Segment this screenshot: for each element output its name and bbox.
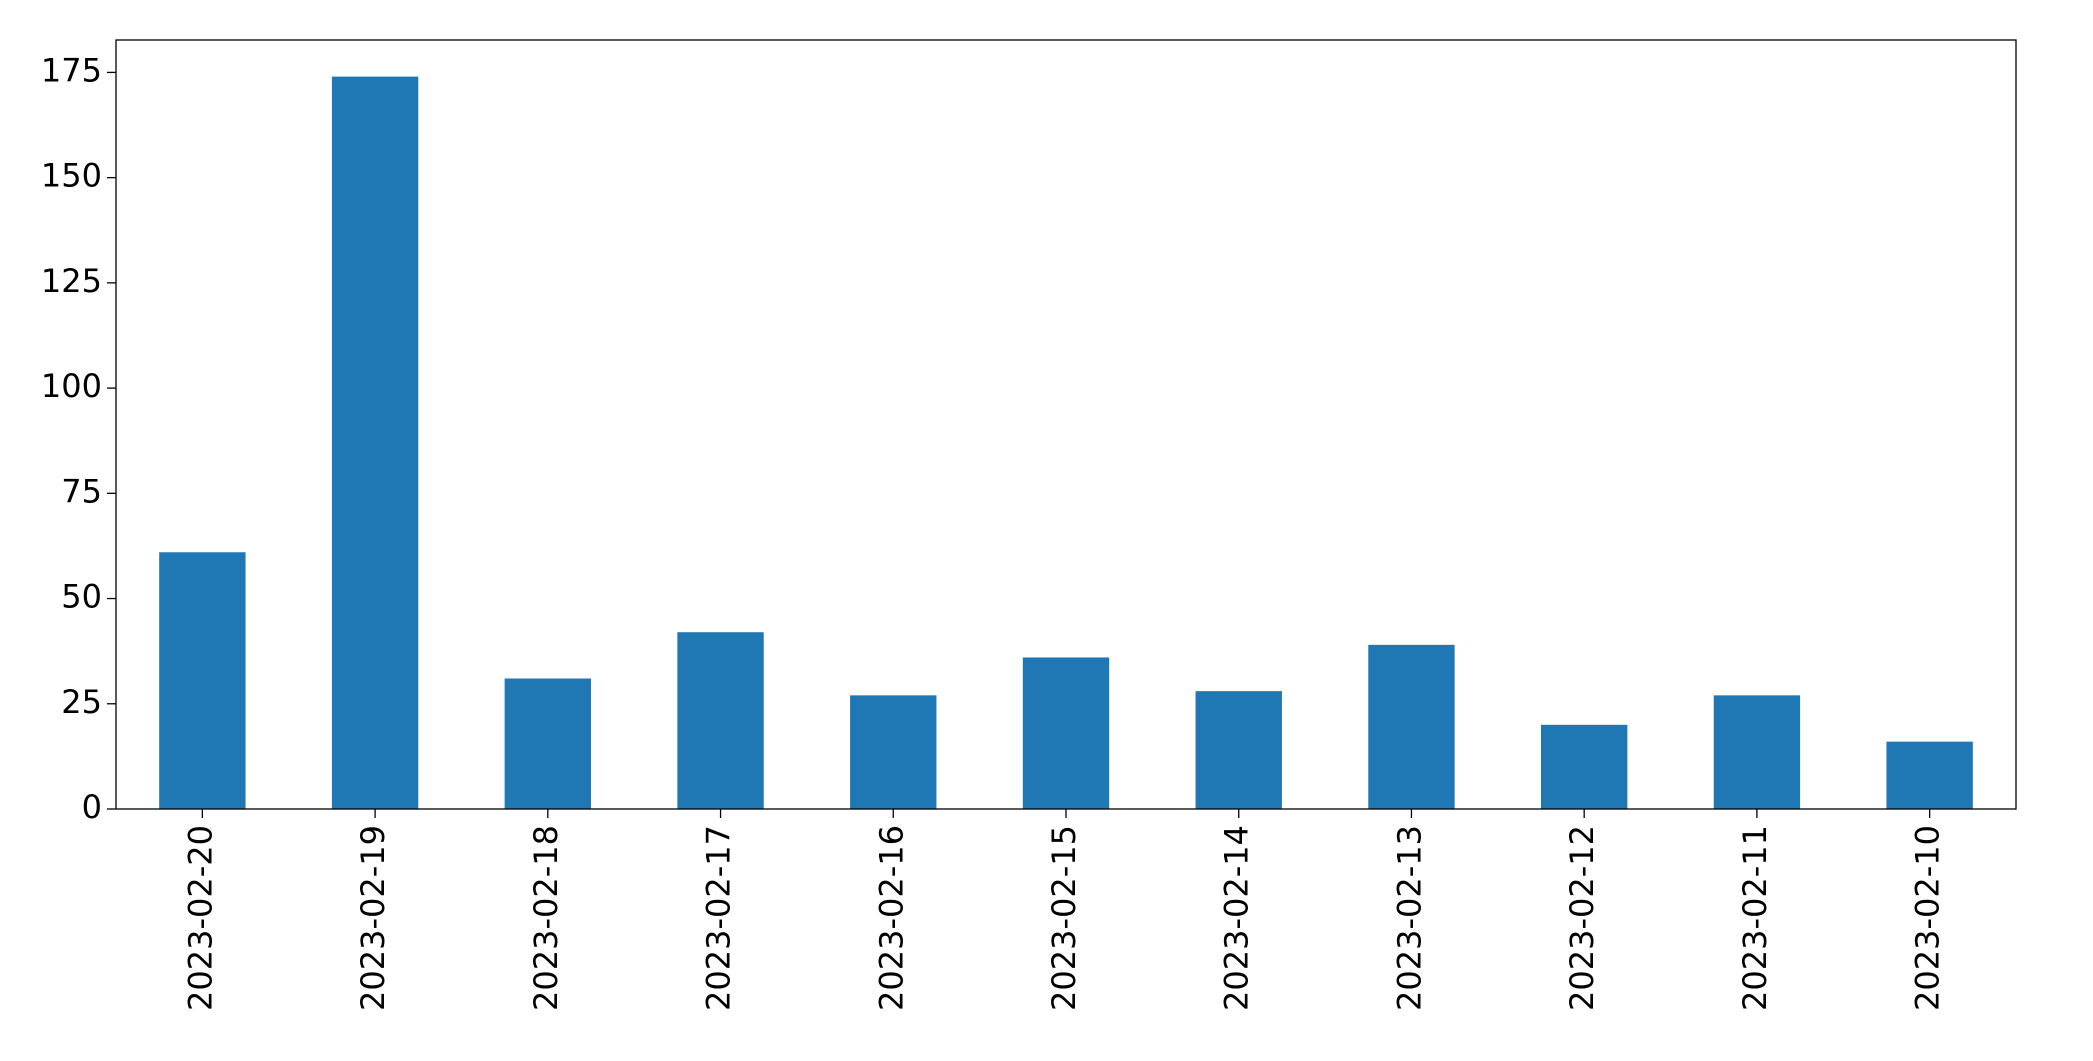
bar	[331, 76, 419, 810]
x-tick-label: 2023-02-20	[181, 825, 219, 1011]
y-tick-label: 75	[61, 472, 102, 510]
y-tick-label: 50	[61, 578, 102, 616]
x-tick-label: 2023-02-16	[872, 825, 910, 1011]
y-tick-label: 150	[41, 157, 102, 195]
y-tick-label: 125	[41, 262, 102, 300]
x-tick-label: 2023-02-18	[527, 825, 565, 1011]
bar	[159, 552, 246, 809]
x-tick-label: 2023-02-14	[1218, 825, 1256, 1011]
bar	[504, 678, 591, 809]
bar	[1368, 644, 1455, 809]
x-tick-label: 2023-02-12	[1563, 825, 1601, 1011]
x-tick-label: 2023-02-19	[354, 825, 392, 1011]
bar	[1713, 695, 1801, 809]
x-tick-label: 2023-02-15	[1045, 825, 1083, 1011]
y-tick-label: 175	[41, 51, 102, 89]
y-tick-label: 25	[61, 683, 102, 721]
bar	[1022, 657, 1110, 809]
bar	[1886, 741, 1973, 809]
bar	[677, 632, 764, 809]
y-tick-label: 100	[41, 367, 102, 405]
bar	[1195, 691, 1282, 809]
axes-frame	[115, 39, 2017, 810]
x-tick-label: 2023-02-13	[1390, 825, 1428, 1011]
x-tick-label: 2023-02-17	[700, 825, 738, 1011]
bar	[1541, 724, 1628, 809]
bar	[850, 695, 937, 809]
y-tick-label: 0	[82, 788, 102, 826]
x-tick-label: 2023-02-10	[1909, 825, 1947, 1011]
x-tick-label: 2023-02-11	[1736, 825, 1774, 1011]
